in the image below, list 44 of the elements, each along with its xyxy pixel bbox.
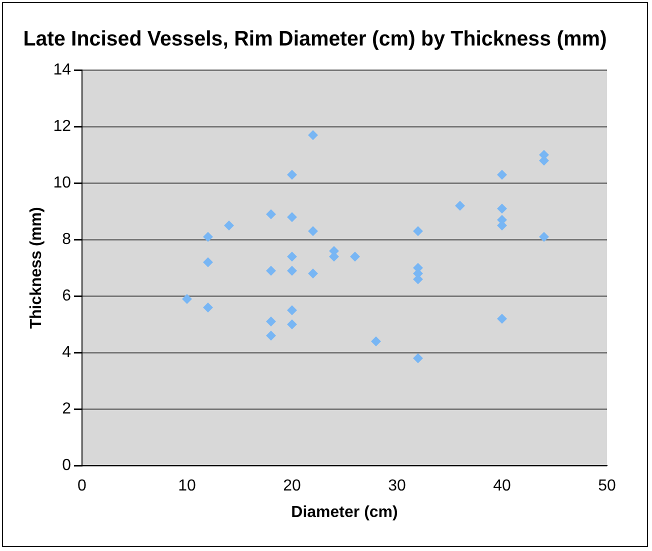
x-tick-label: 30 bbox=[388, 478, 406, 495]
point bbox=[308, 130, 318, 140]
y-tick-label: 14 bbox=[53, 62, 72, 79]
point bbox=[308, 226, 318, 236]
point bbox=[497, 204, 507, 214]
x-tick-label: 20 bbox=[283, 478, 301, 495]
point bbox=[287, 305, 297, 316]
chart-title: Late Incised Vessels, Rim Diameter (cm) by Thickness (mm) bbox=[23, 27, 607, 50]
point bbox=[287, 170, 297, 180]
point bbox=[539, 232, 549, 242]
point bbox=[371, 336, 381, 346]
x-tick-label: 50 bbox=[598, 478, 616, 495]
x-tick-label: 40 bbox=[493, 478, 511, 495]
point bbox=[266, 266, 276, 276]
x-tick-label: 10 bbox=[178, 478, 196, 495]
y-tick-label: 0 bbox=[62, 457, 72, 474]
point bbox=[287, 266, 297, 276]
point bbox=[350, 252, 360, 262]
point bbox=[182, 294, 192, 304]
point bbox=[287, 252, 297, 262]
y-tick-label: 4 bbox=[62, 344, 72, 362]
point bbox=[266, 330, 276, 341]
point bbox=[413, 353, 423, 364]
y-tick-label: 12 bbox=[53, 118, 72, 136]
x-axis-title: Diameter (cm) bbox=[291, 504, 398, 521]
point bbox=[203, 302, 213, 312]
point bbox=[203, 257, 213, 268]
y-tick-label: 8 bbox=[62, 231, 72, 248]
y-tick-label: 6 bbox=[62, 288, 72, 305]
point bbox=[266, 209, 276, 220]
point bbox=[455, 200, 465, 211]
point bbox=[308, 268, 318, 279]
y-tick-label: 10 bbox=[53, 174, 72, 192]
x-tick-label: 0 bbox=[78, 478, 87, 495]
point bbox=[224, 220, 234, 231]
point bbox=[287, 212, 297, 222]
y-tick-label: 2 bbox=[62, 400, 72, 418]
point bbox=[266, 316, 276, 327]
point bbox=[413, 226, 423, 236]
point bbox=[497, 314, 507, 324]
point bbox=[203, 232, 213, 242]
point bbox=[497, 170, 507, 180]
y-axis-title: Thickness (mm) bbox=[28, 206, 46, 329]
point bbox=[287, 319, 297, 330]
